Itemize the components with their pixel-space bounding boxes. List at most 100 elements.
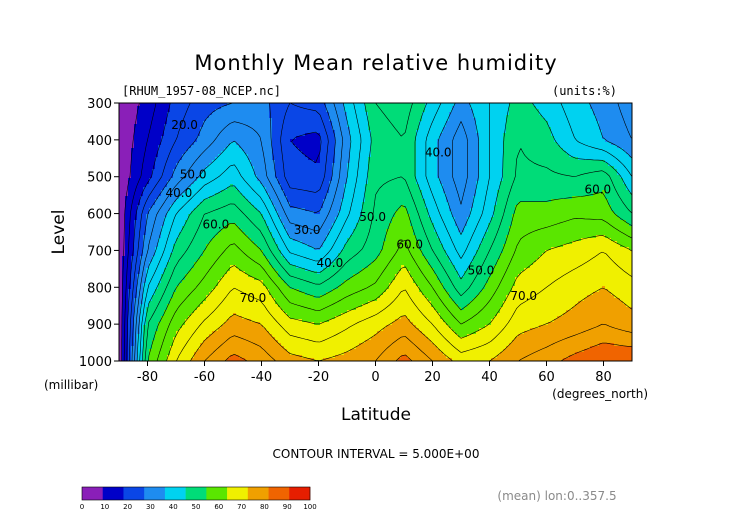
field-cell (290, 187, 294, 191)
field-cell (560, 178, 564, 182)
field-cell (326, 160, 330, 164)
field-cell (530, 163, 534, 167)
field-cell (425, 112, 429, 116)
field-cell (194, 136, 198, 140)
field-cell (311, 163, 315, 167)
field-cell (509, 118, 513, 122)
field-cell (416, 187, 420, 191)
field-cell (161, 103, 165, 107)
field-cell (599, 112, 603, 116)
field-cell (296, 112, 300, 116)
field-cell (518, 112, 522, 116)
field-cell (623, 130, 627, 134)
field-cell (329, 103, 333, 107)
field-cell (245, 184, 249, 188)
field-cell (569, 163, 573, 167)
field-cell (143, 190, 147, 194)
field-cell (386, 160, 390, 164)
field-cell (596, 151, 600, 155)
field-cell (356, 130, 360, 134)
field-cell (212, 157, 216, 161)
field-cell (281, 103, 285, 107)
field-cell (512, 121, 516, 125)
field-cell (266, 115, 270, 119)
field-cell (491, 103, 495, 107)
field-cell (191, 145, 195, 149)
field-cell (200, 121, 204, 125)
field-cell (422, 181, 426, 185)
field-cell (383, 136, 387, 140)
field-cell (371, 112, 375, 116)
field-cell (626, 151, 630, 155)
field-cell (290, 130, 294, 134)
field-cell (344, 136, 348, 140)
field-cell (206, 166, 210, 170)
field-cell (302, 157, 306, 161)
field-cell (602, 154, 606, 158)
field-cell (467, 124, 471, 128)
field-cell (317, 145, 321, 149)
field-cell (263, 166, 267, 170)
field-cell (584, 154, 588, 158)
field-cell (422, 106, 426, 110)
field-cell (410, 160, 414, 164)
field-cell (128, 142, 132, 146)
field-cell (521, 166, 525, 170)
field-cell (455, 172, 459, 176)
field-cell (557, 184, 561, 188)
field-cell (362, 133, 366, 137)
field-cell (308, 166, 312, 170)
field-cell (626, 109, 630, 113)
field-cell (491, 142, 495, 146)
field-cell (248, 163, 252, 167)
field-cell (176, 172, 180, 176)
field-cell (137, 133, 141, 137)
field-cell (215, 148, 219, 152)
field-cell (158, 136, 162, 140)
field-cell (491, 160, 495, 164)
field-cell (605, 130, 609, 134)
field-cell (266, 127, 270, 131)
field-cell (233, 178, 237, 182)
field-cell (248, 133, 252, 137)
field-cell (353, 151, 357, 155)
field-cell (434, 130, 438, 134)
field-cell (176, 127, 180, 131)
field-cell (167, 160, 171, 164)
field-cell (467, 112, 471, 116)
field-cell (122, 130, 126, 134)
field-cell (377, 106, 381, 110)
field-cell (134, 139, 138, 143)
field-cell (308, 172, 312, 176)
field-cell (587, 163, 591, 167)
field-cell (212, 139, 216, 143)
field-cell (341, 181, 345, 185)
field-cell (212, 166, 216, 170)
field-cell (428, 139, 432, 143)
field-cell (131, 178, 135, 182)
field-cell (254, 163, 258, 167)
field-cell (518, 181, 522, 185)
field-cell (485, 109, 489, 113)
field-cell (419, 136, 423, 140)
field-cell (197, 190, 201, 194)
field-cell (458, 184, 462, 188)
field-cell (401, 148, 405, 152)
field-cell (212, 154, 216, 158)
field-cell (371, 124, 375, 128)
field-cell (506, 148, 510, 152)
field-cell (473, 184, 477, 188)
field-cell (410, 133, 414, 137)
field-cell (275, 172, 279, 176)
field-cell (449, 172, 453, 176)
field-cell (389, 148, 393, 152)
field-cell (224, 109, 228, 113)
field-cell (617, 184, 621, 188)
field-cell (449, 136, 453, 140)
field-cell (128, 121, 132, 125)
field-cell (200, 145, 204, 149)
field-cell (620, 175, 624, 179)
field-cell (200, 118, 204, 122)
field-cell (593, 106, 597, 110)
field-cell (503, 109, 507, 113)
